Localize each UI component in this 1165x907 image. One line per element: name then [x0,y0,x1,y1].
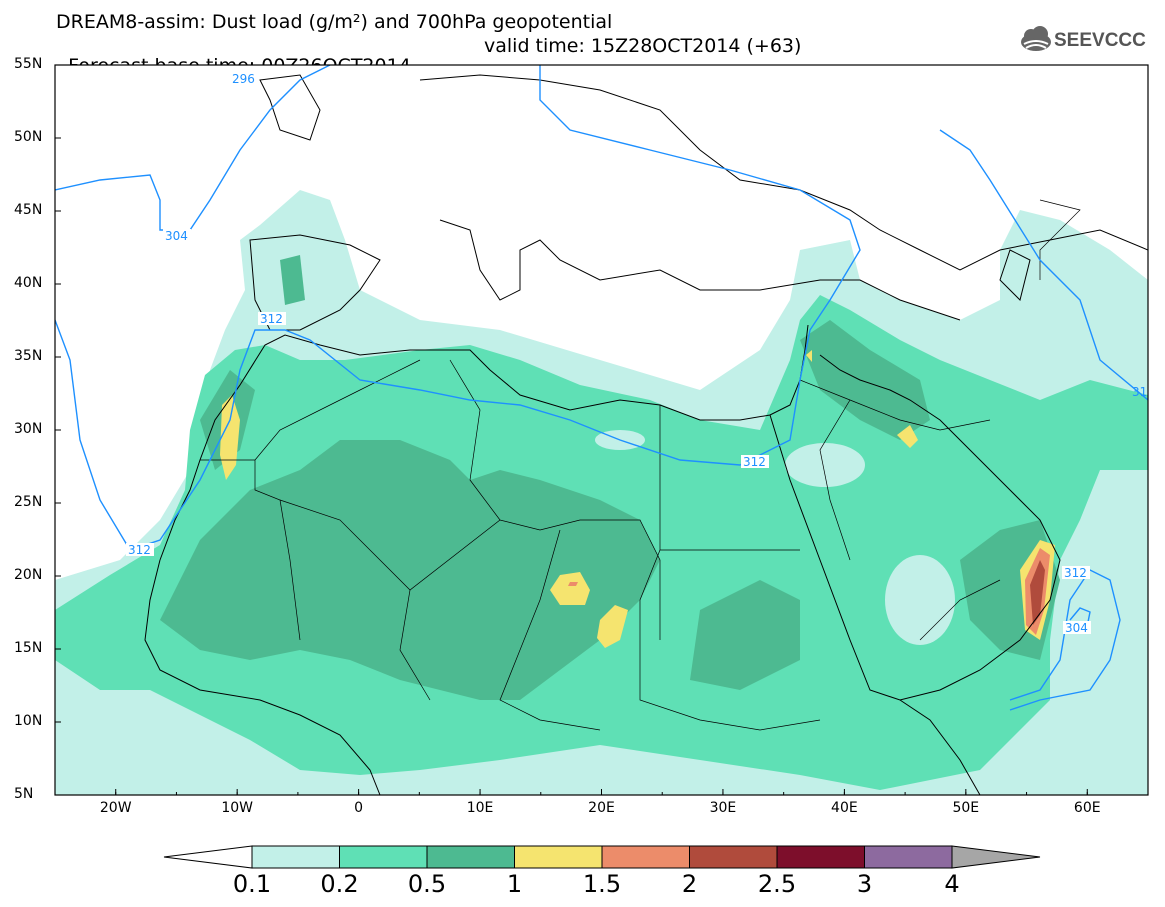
valid-time: valid time: 15Z28OCT2014 (+63) [484,35,802,57]
lat-label-10N: 10N [14,713,43,729]
colorbar-label-3: 3 [856,870,873,898]
lon-label-0: 0 [354,800,364,816]
contour-labels: 296 304 312 312 312 304 312 31 [126,72,1147,635]
contour-label-312-d: 312 [1064,566,1087,580]
lat-label-15N: 15N [14,640,43,656]
contour-label-312-a: 312 [260,312,283,326]
lat-label-30N: 30N [14,421,43,437]
lat-label-50N: 50N [14,129,43,145]
lat-label-25N: 25N [14,494,43,510]
contour-label-31: 31 [1132,385,1147,399]
lon-label-30E: 30E [709,800,737,816]
colorbar-cell-6 [776,845,865,869]
colorbar-cell-3 [514,845,603,869]
colorbar-cell-1 [339,845,428,869]
country-borders [200,199,1081,731]
colorbar-over-triangle [951,845,1041,869]
colorbar-label-1.5: 1.5 [582,870,622,898]
logo [1021,26,1051,51]
colorbar-cell-0 [251,845,340,869]
lon-label-60E: 60E [1073,800,1101,816]
lon-label-20E: 20E [588,800,615,816]
colorbar-label-1: 1 [506,870,523,898]
lat-label-20N: 20N [14,567,43,583]
dust-band-2 [1030,560,1045,625]
lon-label-20W: 20W [99,800,132,816]
colorbar-label-2: 2 [681,870,698,898]
lat-label-55N: 55N [14,56,43,72]
contour-label-304-b: 304 [1065,621,1088,635]
lon-label-50E: 50E [952,800,980,816]
contour-label-312-c: 312 [743,455,766,469]
dust-band-0.5 [160,440,660,700]
contour-label-312-b: 312 [128,543,151,557]
lon-label-40E: 40E [831,800,858,816]
dust-map: 296 304 312 312 312 304 312 31 [54,64,1149,796]
colorbar-cell-5 [689,845,778,869]
contour-label-304: 304 [165,229,188,243]
coastlines [144,74,1148,795]
logo-text: SEEVCCC [1054,30,1146,51]
colorbar-label-4: 4 [944,870,960,898]
map-title: DREAM8-assim: Dust load (g/m²) and 700hP… [56,11,613,33]
dust-band-1 [220,395,240,480]
colorbar-label-2.5: 2.5 [757,870,797,898]
lon-label-10E: 10E [466,800,494,816]
colorbar-cell-2 [426,845,515,869]
lat-label-40N: 40N [14,275,43,291]
colorbar-cell-7 [864,845,953,869]
lat-label-5N: 5N [14,786,34,802]
contour-label-296: 296 [232,72,255,86]
axis-ticks [54,64,1149,796]
lat-label-35N: 35N [14,348,43,364]
colorbar-under-triangle [163,845,253,869]
lat-label-45N: 45N [14,202,43,218]
lon-label-10W: 10W [221,800,253,816]
colorbar-label-0.5: 0.5 [407,870,447,898]
colorbar-cell-4 [601,845,690,869]
colorbar-label-0.1: 0.1 [232,870,272,898]
colorbar-label-0.2: 0.2 [320,870,359,898]
